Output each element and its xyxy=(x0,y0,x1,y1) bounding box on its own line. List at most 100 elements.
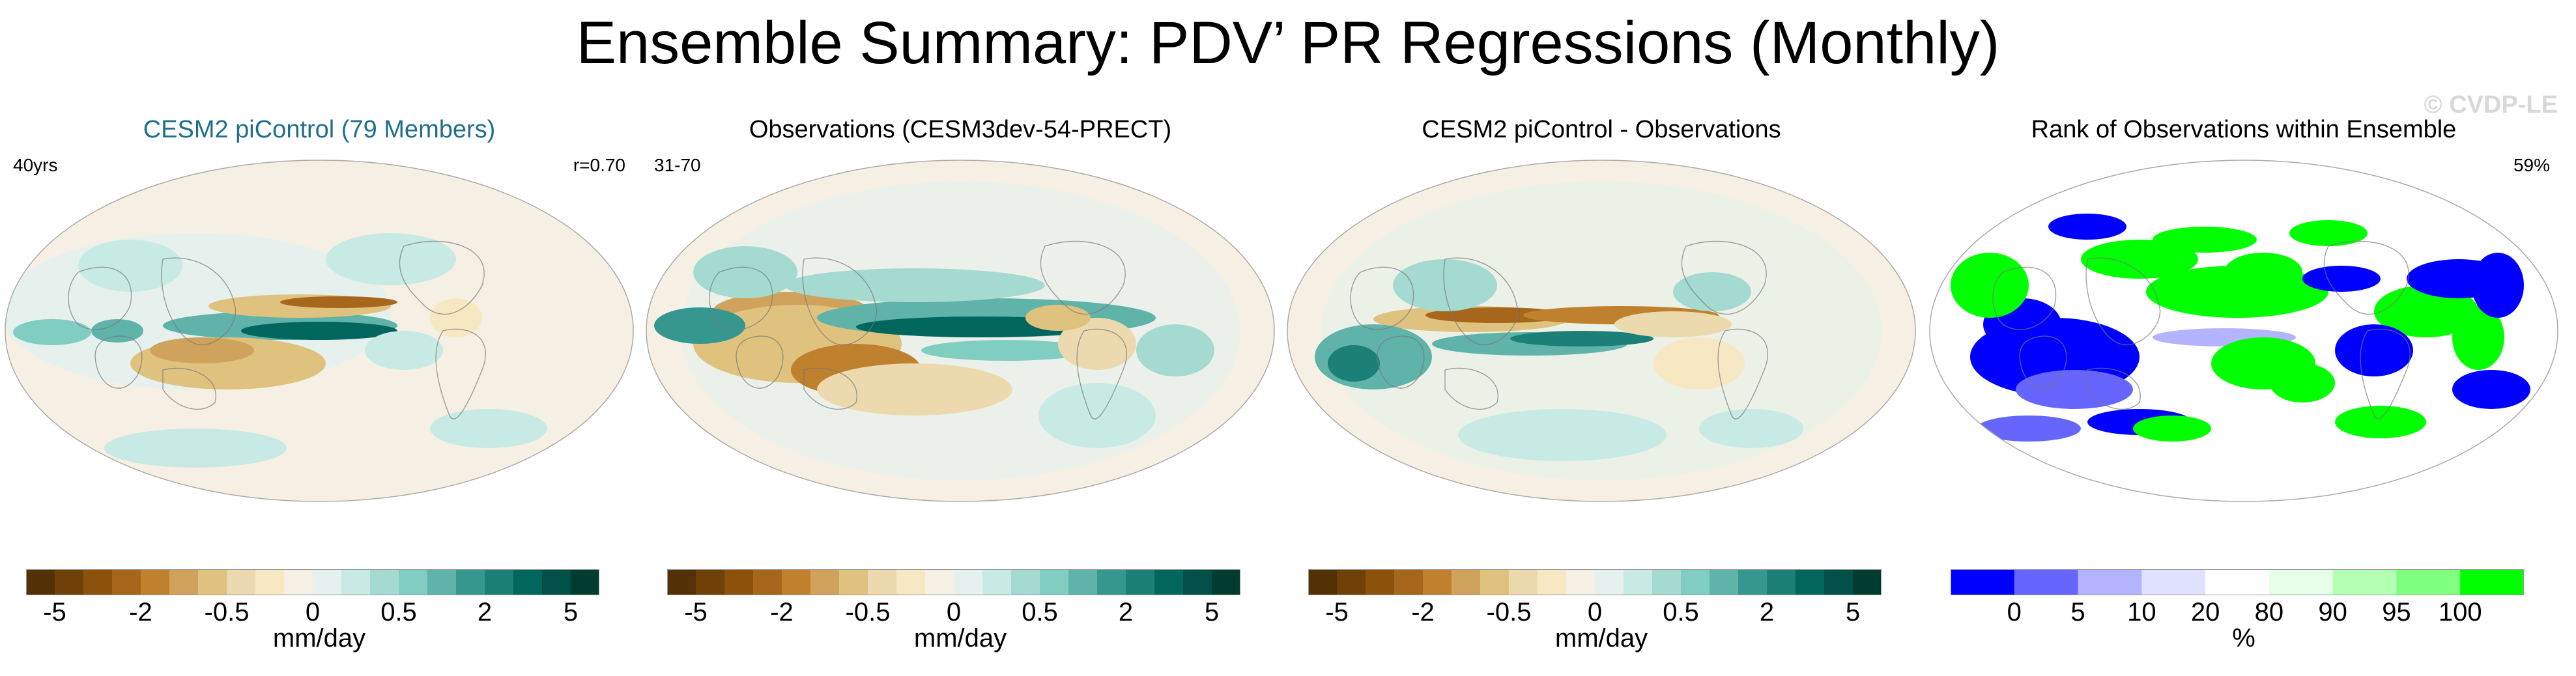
colorbar-tick-label: 5 xyxy=(1204,598,1220,627)
colorbar-swatch xyxy=(1154,569,1184,595)
coastline xyxy=(1040,240,1126,315)
coastline xyxy=(94,335,143,389)
colorbar-tick-label: -5 xyxy=(684,598,708,627)
field-contour xyxy=(654,307,745,344)
field-contour xyxy=(1393,259,1497,311)
colorbar-border xyxy=(667,569,1240,595)
colorbar-ticks: 0 5 10 20 80 90 95 100 xyxy=(1951,598,2524,630)
panel-title: CESM2 piControl - Observations xyxy=(1422,116,1781,143)
colorbar-tick-label: 20 xyxy=(2190,598,2220,627)
colorbar-swatch xyxy=(724,569,754,595)
map-border xyxy=(1287,160,1916,502)
colorbar-swatch xyxy=(2078,569,2142,595)
colorbar-swatch xyxy=(810,569,840,595)
colorbar-swatch xyxy=(1366,569,1395,595)
colorbar-swatch xyxy=(2268,569,2334,595)
panel-title: CESM2 piControl (79 Members) xyxy=(143,116,496,143)
colorbar-swatch xyxy=(284,569,313,595)
coastline xyxy=(161,257,236,346)
coastline xyxy=(2085,257,2161,346)
field-contour xyxy=(2048,214,2126,240)
colorbar-swatch xyxy=(313,569,342,595)
colorbar-label: mm/day xyxy=(272,624,366,653)
field-contour xyxy=(430,409,547,448)
field-contour xyxy=(91,319,143,343)
colorbar-tick-label: 0 xyxy=(946,598,962,627)
colorbar-tick-label: 2 xyxy=(477,598,493,627)
colorbar-swatch xyxy=(1738,569,1767,595)
coastline xyxy=(435,328,486,419)
colorbar-ticks: -5 -2 -0.5 0 0.5 2 5 xyxy=(1308,598,1882,630)
colorbar-swatch xyxy=(1566,569,1596,595)
panel-ensemble: CESM2 piControl (79 Members) 40yrs r=0.7… xyxy=(0,116,638,669)
colorbar-swatch xyxy=(341,569,371,595)
map-border xyxy=(646,160,1275,502)
panel-right-label: 59% xyxy=(2513,155,2550,175)
field-contour xyxy=(1951,253,2029,318)
field-contour xyxy=(2224,253,2302,292)
colorbar-swatch xyxy=(1624,569,1653,595)
colorbar-swatch xyxy=(513,569,543,595)
colorbar-swatch xyxy=(1824,569,1853,595)
colorbar xyxy=(1951,569,2524,595)
field-contour xyxy=(365,331,443,370)
panel-observations: Observations (CESM3dev-54-PRECT) 31-70 -… xyxy=(641,116,1280,669)
coastline xyxy=(1350,266,1414,330)
colorbar-tick-label: 95 xyxy=(2382,598,2411,627)
field-contour xyxy=(2302,266,2381,292)
field-contour xyxy=(2452,370,2530,409)
colorbar-tick-label: 100 xyxy=(2438,598,2482,627)
colorbar-swatch xyxy=(227,569,256,595)
colorbar-swatch xyxy=(1652,569,1682,595)
colorbar-label: mm/day xyxy=(1554,624,1648,653)
field-contour xyxy=(2335,406,2426,438)
colorbar-border xyxy=(1308,569,1882,595)
field-contour xyxy=(104,429,287,468)
colorbar-tick-label: 2 xyxy=(1759,598,1775,627)
field-contour xyxy=(1510,331,1653,346)
colorbar-swatch xyxy=(925,569,954,595)
colorbar-swatch xyxy=(1452,569,1481,595)
field-contour xyxy=(2289,220,2368,246)
colorbar-swatch xyxy=(112,569,141,595)
colorbar-tick-label: 0 xyxy=(1587,598,1603,627)
colorbar-swatch xyxy=(83,569,113,595)
colorbar-swatch xyxy=(485,569,514,595)
colorbar-ticks: -5 -2 -0.5 0 0.5 2 5 xyxy=(26,598,599,630)
coastline xyxy=(1717,328,1768,419)
colorbar-border xyxy=(1951,569,2524,595)
coastline xyxy=(1444,367,1498,410)
coastline xyxy=(68,266,132,330)
map xyxy=(646,160,1275,502)
colorbar-swatch xyxy=(2141,569,2206,595)
field-contour xyxy=(241,322,397,340)
field-contour xyxy=(2133,415,2211,442)
colorbar-swatch xyxy=(1337,569,1366,595)
map-border xyxy=(1929,160,2558,502)
colorbar-swatch xyxy=(1681,569,1710,595)
field-contour xyxy=(326,233,456,285)
colorbar-swatch xyxy=(1538,569,1567,595)
colorbar-swatch xyxy=(868,569,897,595)
colorbar xyxy=(26,569,599,595)
colorbar-tick-label: 0 xyxy=(2007,598,2022,627)
coastline xyxy=(1443,257,1519,346)
colorbar-swatch xyxy=(1423,569,1452,595)
coastline xyxy=(1377,335,1425,389)
field-contour xyxy=(1699,409,1803,448)
map xyxy=(1287,160,1916,502)
field-contour xyxy=(430,298,482,337)
colorbar-swatch xyxy=(1595,569,1624,595)
colorbar-swatch xyxy=(1126,569,1155,595)
field-contour xyxy=(1614,311,1732,337)
colorbar-swatch xyxy=(1480,569,1510,595)
colorbar-tick-label: 0 xyxy=(305,598,321,627)
colorbar-swatch xyxy=(456,569,485,595)
colorbar-swatch xyxy=(370,569,399,595)
panel-left-label: 40yrs xyxy=(13,155,58,175)
colorbar-tick-label: 5 xyxy=(2070,598,2085,627)
colorbar xyxy=(1308,569,1882,595)
colorbar-label: mm/day xyxy=(913,624,1007,653)
field-contour xyxy=(693,246,797,298)
colorbar-swatch xyxy=(2205,569,2270,595)
